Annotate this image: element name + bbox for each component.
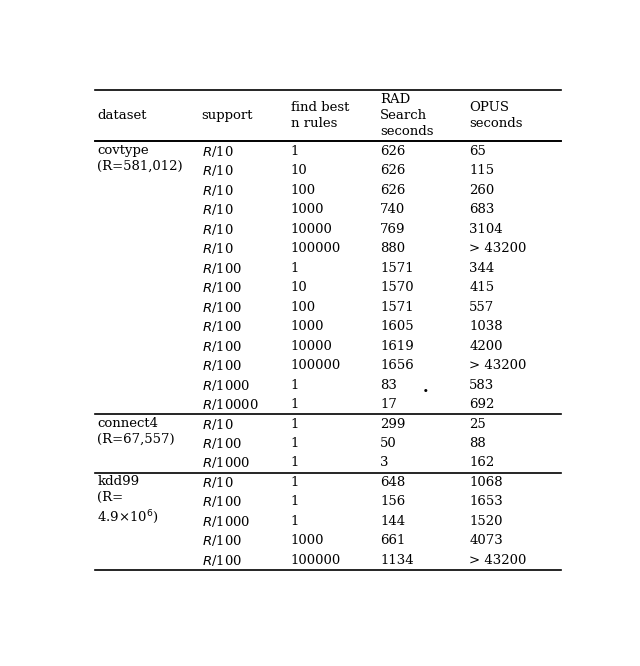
Text: 115: 115	[469, 165, 495, 177]
Text: 1656: 1656	[380, 359, 414, 372]
Text: 1: 1	[291, 515, 299, 528]
Text: 83: 83	[380, 378, 397, 392]
Text: dataset: dataset	[97, 109, 147, 123]
Text: 344: 344	[469, 262, 495, 274]
Text: kdd99
(R=
4.9×10$^6$): kdd99 (R= 4.9×10$^6$)	[97, 476, 159, 526]
Text: 1134: 1134	[380, 554, 413, 567]
Text: $R$/100: $R$/100	[202, 553, 241, 568]
Text: .: .	[422, 374, 430, 396]
Text: 260: 260	[469, 184, 495, 196]
Text: 144: 144	[380, 515, 405, 528]
Text: 661: 661	[380, 534, 406, 547]
Text: 648: 648	[380, 476, 405, 489]
Text: $R$/100: $R$/100	[202, 358, 241, 373]
Text: $R$/10000: $R$/10000	[202, 397, 259, 412]
Text: 25: 25	[469, 418, 486, 430]
Text: $R$/10: $R$/10	[202, 163, 233, 178]
Text: 626: 626	[380, 184, 406, 196]
Text: 1038: 1038	[469, 320, 503, 333]
Text: $R$/100: $R$/100	[202, 260, 241, 276]
Text: $R$/10: $R$/10	[202, 222, 233, 236]
Text: 10: 10	[291, 281, 308, 294]
Text: 17: 17	[380, 398, 397, 411]
Text: $R$/10: $R$/10	[202, 202, 233, 217]
Text: 626: 626	[380, 165, 406, 177]
Text: > 43200: > 43200	[469, 554, 527, 567]
Text: 1: 1	[291, 378, 299, 392]
Text: $R$/100: $R$/100	[202, 338, 241, 354]
Text: find best
n rules: find best n rules	[291, 101, 349, 131]
Text: 1570: 1570	[380, 281, 413, 294]
Text: 1000: 1000	[291, 320, 324, 333]
Text: 4073: 4073	[469, 534, 503, 547]
Text: 162: 162	[469, 456, 495, 470]
Text: 100000: 100000	[291, 359, 341, 372]
Text: $R$/100: $R$/100	[202, 319, 241, 334]
Text: 415: 415	[469, 281, 495, 294]
Text: 10000: 10000	[291, 222, 333, 236]
Text: $R$/10: $R$/10	[202, 475, 233, 490]
Text: $R$/100: $R$/100	[202, 533, 241, 548]
Text: 88: 88	[469, 437, 486, 450]
Text: 557: 557	[469, 300, 495, 314]
Text: 65: 65	[469, 145, 486, 158]
Text: $R$/100: $R$/100	[202, 300, 241, 314]
Text: 583: 583	[469, 378, 495, 392]
Text: 1: 1	[291, 437, 299, 450]
Text: $R$/1000: $R$/1000	[202, 378, 250, 392]
Text: 1571: 1571	[380, 262, 413, 274]
Text: 692: 692	[469, 398, 495, 411]
Text: 1: 1	[291, 262, 299, 274]
Text: 100: 100	[291, 300, 316, 314]
Text: $R$/100: $R$/100	[202, 436, 241, 451]
Text: 1: 1	[291, 145, 299, 158]
Text: 299: 299	[380, 418, 406, 430]
Text: 1068: 1068	[469, 476, 503, 489]
Text: RAD
Search
seconds: RAD Search seconds	[380, 93, 433, 139]
Text: $R$/10: $R$/10	[202, 182, 233, 198]
Text: 156: 156	[380, 496, 405, 508]
Text: 1: 1	[291, 496, 299, 508]
Text: 100000: 100000	[291, 554, 341, 567]
Text: 1000: 1000	[291, 534, 324, 547]
Text: 3104: 3104	[469, 222, 503, 236]
Text: 1: 1	[291, 476, 299, 489]
Text: $R$/1000: $R$/1000	[202, 456, 250, 470]
Text: 1000: 1000	[291, 203, 324, 216]
Text: 1: 1	[291, 418, 299, 430]
Text: 1605: 1605	[380, 320, 413, 333]
Text: 1619: 1619	[380, 340, 414, 352]
Text: 4200: 4200	[469, 340, 503, 352]
Text: 3: 3	[380, 456, 388, 470]
Text: $R$/1000: $R$/1000	[202, 514, 250, 529]
Text: connect4
(R=67,557): connect4 (R=67,557)	[97, 417, 175, 446]
Text: 740: 740	[380, 203, 405, 216]
Text: 1: 1	[291, 398, 299, 411]
Text: $R$/100: $R$/100	[202, 494, 241, 509]
Text: OPUS
seconds: OPUS seconds	[469, 101, 523, 131]
Text: 683: 683	[469, 203, 495, 216]
Text: 10: 10	[291, 165, 308, 177]
Text: 1: 1	[291, 456, 299, 470]
Text: 880: 880	[380, 242, 405, 255]
Text: $R$/10: $R$/10	[202, 416, 233, 432]
Text: 10000: 10000	[291, 340, 333, 352]
Text: > 43200: > 43200	[469, 359, 527, 372]
Text: 100: 100	[291, 184, 316, 196]
Text: $R$/10: $R$/10	[202, 144, 233, 159]
Text: 626: 626	[380, 145, 406, 158]
Text: 1653: 1653	[469, 496, 503, 508]
Text: covtype
(R=581,012): covtype (R=581,012)	[97, 144, 183, 173]
Text: $R$/10: $R$/10	[202, 241, 233, 256]
Text: 1571: 1571	[380, 300, 413, 314]
Text: $R$/100: $R$/100	[202, 280, 241, 295]
Text: 769: 769	[380, 222, 406, 236]
Text: 50: 50	[380, 437, 397, 450]
Text: support: support	[202, 109, 253, 123]
Text: 1520: 1520	[469, 515, 503, 528]
Text: 100000: 100000	[291, 242, 341, 255]
Text: > 43200: > 43200	[469, 242, 527, 255]
